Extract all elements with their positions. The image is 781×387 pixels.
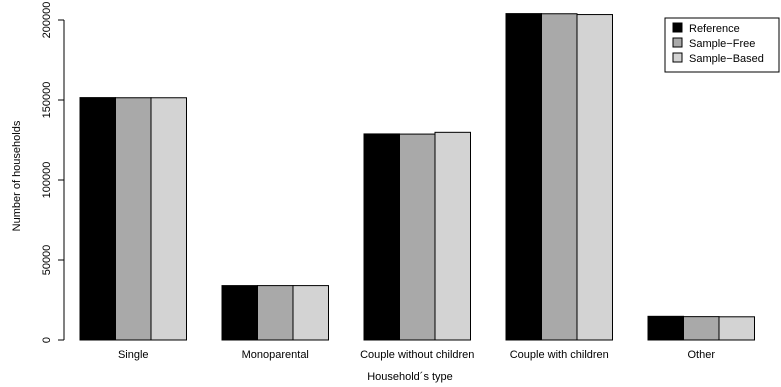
y-axis-title: Number of households	[11, 120, 23, 231]
legend-swatch	[672, 22, 683, 33]
x-tick-label: Couple with children	[510, 349, 609, 361]
bar-sample-free-couple-with-children	[541, 13, 578, 341]
x-axis-labels: Single Monoparental Couple without childre…	[118, 349, 715, 361]
legend-label: Reference	[689, 23, 740, 35]
y-tick-label: 50000	[41, 245, 53, 276]
bar-sample-based-single	[150, 97, 187, 341]
legend-swatch	[672, 52, 683, 63]
legend-box	[664, 17, 780, 73]
y-tick-label: 200000	[41, 2, 53, 39]
bar-reference-monoparental	[221, 285, 258, 341]
legend-swatch	[672, 37, 683, 48]
y-axis: 0 50000 100000 150000 200000	[41, 2, 65, 343]
x-tick-label: Couple without children	[360, 349, 474, 361]
legend-label: Sample−Free	[689, 38, 755, 50]
bar-reference-couple-with-children	[505, 13, 542, 341]
bar-reference-single	[79, 97, 116, 341]
bar-sample-free-other	[683, 316, 720, 341]
bar-sample-based-couple-with-children	[576, 14, 613, 341]
y-tick-label: 100000	[41, 162, 53, 199]
x-tick-label: Other	[687, 349, 715, 361]
y-tick-label: 150000	[41, 82, 53, 119]
bar-reference-other	[647, 315, 684, 341]
bar-sample-based-monoparental	[292, 285, 329, 341]
bar-sample-based-other	[718, 316, 755, 341]
x-tick-label: Monoparental	[242, 349, 309, 361]
x-axis-title: Household´s type	[367, 371, 453, 383]
bar-reference-couple-without-children	[363, 133, 400, 341]
legend-label: Sample−Based	[689, 53, 764, 65]
bar-sample-free-single	[115, 97, 152, 341]
bar-sample-based-couple-without-children	[434, 131, 471, 341]
x-tick-label: Single	[118, 349, 149, 361]
bar-sample-free-couple-without-children	[399, 133, 436, 341]
bars-group	[79, 13, 755, 341]
legend: Reference Sample−Free Sample−Based	[664, 17, 780, 73]
bar-sample-free-monoparental	[257, 285, 294, 341]
y-tick-label: 0	[41, 337, 53, 343]
